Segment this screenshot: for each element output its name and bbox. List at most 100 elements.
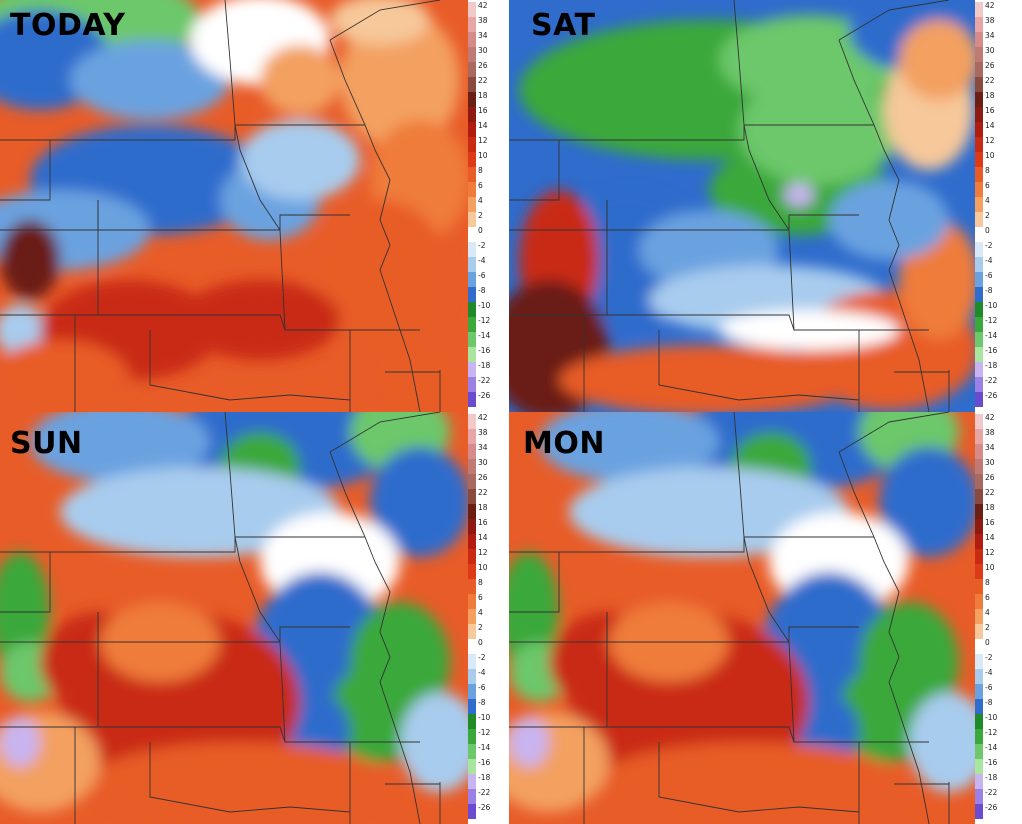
colorbar-label: 42 — [478, 413, 488, 422]
colorbar-label: -10 — [478, 712, 491, 722]
colorbar-label: -16 — [478, 757, 491, 767]
colorbar-label: 4 — [985, 607, 990, 617]
panel-title: TODAY — [10, 8, 126, 43]
colorbar-label: -22 — [985, 787, 998, 797]
colorbar-label: -4 — [985, 667, 993, 677]
colorbar-label: 4 — [985, 195, 990, 205]
colorbar-swatch — [975, 31, 983, 48]
colorbar-label: 34 — [985, 442, 995, 452]
colorbar-swatch — [975, 653, 983, 670]
colorbar-swatch — [468, 226, 476, 243]
colorbar-swatch — [468, 608, 476, 625]
colorbar-swatch — [468, 256, 476, 273]
colorbar-label: 26 — [478, 60, 488, 70]
colorbar: 42 38 34 30 26 22 18 16 14 12 10 8 6 4 2 0 -2 -4 -6 -8 -10 -1… — [468, 412, 504, 824]
state-borders — [509, 0, 950, 412]
colorbar-swatch — [975, 91, 983, 108]
panel-sun: SUN — [0, 412, 468, 824]
colorbar-label: -2 — [478, 240, 486, 250]
colorbar-label: 34 — [985, 30, 995, 40]
colorbar-swatch — [975, 106, 983, 123]
colorbar-label: 34 — [478, 442, 488, 452]
colorbar-label: -14 — [985, 330, 998, 340]
colorbar-swatch — [468, 638, 476, 655]
colorbar-label: 0 — [985, 637, 990, 647]
colorbar-label: 6 — [478, 592, 483, 602]
colorbar-label: 30 — [478, 457, 488, 467]
colorbar-swatch — [975, 743, 983, 760]
colorbar-swatch — [975, 181, 983, 198]
temperature-anomaly-map — [509, 0, 975, 412]
colorbar-label: -8 — [478, 285, 486, 295]
anomaly-field — [509, 0, 975, 412]
temperature-anomaly-map — [0, 412, 468, 824]
colorbar-label: -8 — [985, 285, 993, 295]
colorbar-swatch — [468, 743, 476, 760]
colorbar-label: 38 — [478, 15, 488, 25]
colorbar-swatch — [975, 346, 983, 363]
colorbar-swatch — [975, 361, 983, 378]
colorbar-label: -2 — [478, 652, 486, 662]
colorbar-swatch — [468, 548, 476, 565]
colorbar-swatch — [975, 563, 983, 580]
colorbar-label: 0 — [985, 225, 990, 235]
panel-title: MON — [523, 426, 605, 461]
colorbar-swatch — [975, 728, 983, 745]
colorbar-swatch — [975, 773, 983, 790]
colorbar-label: 10 — [478, 562, 488, 572]
colorbar-swatch — [975, 623, 983, 640]
colorbar-label: 16 — [478, 105, 488, 115]
colorbar-swatch — [975, 331, 983, 348]
colorbar-label: -4 — [478, 255, 486, 265]
anomaly-field — [0, 412, 468, 822]
colorbar-label: -2 — [985, 652, 993, 662]
colorbar-swatch — [468, 91, 476, 108]
colorbar-swatch — [975, 241, 983, 258]
colorbar-swatch — [468, 668, 476, 685]
colorbar-label: -16 — [478, 345, 491, 355]
colorbar-label: -2 — [985, 240, 993, 250]
colorbar-label: 2 — [985, 210, 990, 220]
colorbar-label: -12 — [985, 727, 998, 737]
colorbar-swatch — [975, 391, 983, 407]
colorbar-label: 4 — [478, 195, 483, 205]
colorbar-label: 22 — [985, 75, 995, 85]
colorbar-label: 0 — [478, 637, 483, 647]
colorbar-label: 14 — [478, 120, 488, 130]
colorbar-label: 2 — [478, 622, 483, 632]
temperature-anomaly-map — [0, 0, 468, 412]
colorbar-swatch — [468, 653, 476, 670]
colorbar-swatch — [975, 758, 983, 775]
colorbar-swatch — [975, 683, 983, 700]
colorbar-label: 14 — [985, 120, 995, 130]
colorbar-label: 26 — [985, 472, 995, 482]
colorbar-swatch — [975, 211, 983, 228]
colorbar-label: 18 — [478, 502, 488, 512]
colorbar-swatch — [975, 548, 983, 565]
colorbar-swatch — [975, 503, 983, 520]
colorbar-swatch — [975, 151, 983, 168]
colorbar-swatch — [975, 593, 983, 610]
colorbar-swatch — [975, 166, 983, 183]
colorbar-label: -4 — [985, 255, 993, 265]
colorbar-label: -12 — [478, 727, 491, 737]
colorbar-label: 2 — [478, 210, 483, 220]
colorbar-swatch — [975, 443, 983, 460]
colorbar-label: 4 — [478, 607, 483, 617]
colorbar-swatch — [468, 391, 476, 407]
colorbar-label: -10 — [985, 712, 998, 722]
colorbar-swatch — [468, 458, 476, 475]
colorbar-label: 8 — [985, 577, 990, 587]
colorbar-label: 42 — [985, 1, 995, 10]
colorbar-label: 30 — [478, 45, 488, 55]
colorbar-label: 38 — [985, 15, 995, 25]
colorbar-label: 2 — [985, 622, 990, 632]
colorbar-swatch — [468, 151, 476, 168]
colorbar-label: 26 — [478, 472, 488, 482]
colorbar-label: -22 — [478, 787, 491, 797]
colorbar-label: 14 — [985, 532, 995, 542]
colorbar-label: 8 — [478, 165, 483, 175]
colorbar-swatch — [975, 518, 983, 535]
colorbar-swatch — [975, 316, 983, 333]
colorbar-swatch — [468, 473, 476, 490]
